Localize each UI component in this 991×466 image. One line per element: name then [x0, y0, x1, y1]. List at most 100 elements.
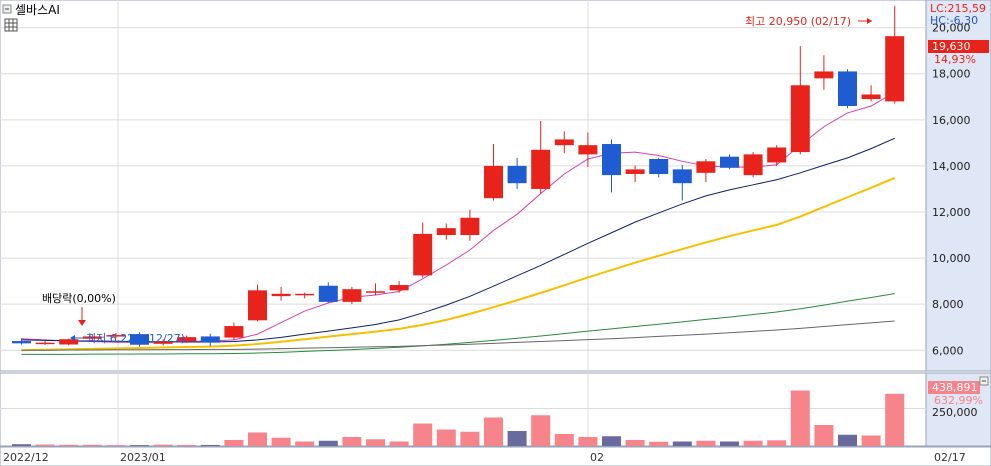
- volume-pct-label: 632,99%: [934, 394, 983, 407]
- volume-bar: [814, 425, 834, 446]
- current-price-tag: [928, 40, 989, 53]
- volume-bar: [484, 417, 503, 446]
- candle-body: [224, 326, 244, 338]
- price-tick-label: 14,000: [932, 160, 971, 173]
- candle: [649, 157, 669, 178]
- volume-bar: [720, 441, 739, 446]
- candle: [696, 159, 716, 183]
- candle-body: [59, 339, 79, 345]
- date-label: 2023/01: [120, 451, 166, 464]
- candle-body: [625, 169, 645, 174]
- candle-body: [130, 334, 149, 345]
- volume-bar: [12, 444, 31, 446]
- volume-bar: [153, 444, 173, 446]
- candle-body: [838, 71, 857, 106]
- volume-bar: [861, 435, 881, 446]
- price-tick-label: 10,000: [932, 252, 971, 265]
- candle: [531, 120, 551, 194]
- volume-bar: [790, 390, 810, 446]
- price-tick-label: 6,000: [932, 344, 964, 357]
- volume-bar: [366, 439, 385, 446]
- price-tick-label: 20,000: [932, 22, 971, 35]
- high-arrow-icon: [858, 18, 872, 24]
- candle: [814, 55, 834, 90]
- volume-bar: [672, 441, 692, 446]
- candle-body: [484, 165, 503, 199]
- gridlines: [0, 27, 926, 409]
- candle: [130, 332, 149, 347]
- candle: [12, 338, 31, 345]
- volume-bar: [625, 440, 645, 446]
- price-tick-label: 8,000: [932, 298, 964, 311]
- volume-bar: [460, 431, 480, 446]
- candle: [578, 132, 598, 168]
- candle-body: [531, 149, 551, 189]
- candle-body: [720, 156, 739, 168]
- candle-body: [767, 147, 787, 163]
- volume-bar: [602, 436, 621, 446]
- volume-bar: [531, 415, 551, 446]
- ma120-line: [21, 293, 895, 355]
- date-axis-panel: [0, 446, 991, 466]
- volume-bar: [578, 437, 598, 446]
- candle: [153, 339, 173, 346]
- candle-body: [177, 337, 197, 342]
- candle-body: [861, 94, 881, 100]
- candle: [342, 286, 362, 305]
- current-volume-tag: [928, 381, 980, 394]
- volume-bar: [554, 434, 574, 446]
- candle: [460, 209, 480, 241]
- volume-bar: [106, 445, 126, 446]
- candle-body: [790, 85, 810, 153]
- volume-bar: [59, 444, 79, 446]
- candle-body: [200, 336, 220, 343]
- volume-bar: [649, 441, 669, 446]
- candle: [82, 334, 102, 341]
- candle: [554, 131, 574, 154]
- date-gridlines: [117, 0, 589, 446]
- volume-bar: [318, 440, 338, 446]
- candle: [743, 152, 763, 178]
- volume-bar: [767, 440, 787, 446]
- current-price-label: 19,630: [932, 40, 971, 53]
- candle-body: [271, 293, 291, 297]
- candle-body: [436, 228, 456, 236]
- candle: [224, 322, 244, 341]
- candles: [12, 5, 905, 347]
- high-annotation: 최고 20,950 (02/17): [745, 15, 851, 28]
- volume-bar: [413, 423, 433, 446]
- candle-body: [389, 285, 409, 291]
- candle: [484, 144, 503, 201]
- candle-body: [342, 289, 362, 302]
- ma240-line: [21, 320, 895, 351]
- candle: [672, 164, 692, 201]
- candle: [177, 335, 197, 343]
- volume-bar: [200, 444, 220, 446]
- volume-bar: [389, 441, 409, 446]
- candle-body: [82, 336, 102, 339]
- candle: [838, 69, 857, 109]
- candle: [767, 145, 787, 166]
- candle-body: [413, 233, 433, 276]
- candle-body: [554, 139, 574, 146]
- candle: [413, 222, 433, 278]
- candle-body: [12, 341, 31, 344]
- price-panel: [0, 0, 927, 372]
- volume-bar: [696, 440, 716, 446]
- volume-tick-label: 250,000: [932, 406, 978, 419]
- candle-body: [696, 161, 716, 173]
- volume-bar: [130, 445, 149, 446]
- candle: [602, 139, 621, 193]
- candle-body: [602, 144, 621, 176]
- volume-bar: [271, 437, 291, 446]
- candle: [625, 165, 645, 183]
- volume-bar: [82, 444, 102, 446]
- candle: [200, 333, 220, 347]
- low-annotation: 최저 6,220 (12/27): [86, 332, 185, 345]
- date-label: 02/17: [934, 451, 966, 464]
- candle: [507, 157, 527, 189]
- grid-table-icon[interactable]: [4, 18, 18, 32]
- price-axis-panel: [925, 0, 991, 372]
- volume-bar: [507, 431, 527, 446]
